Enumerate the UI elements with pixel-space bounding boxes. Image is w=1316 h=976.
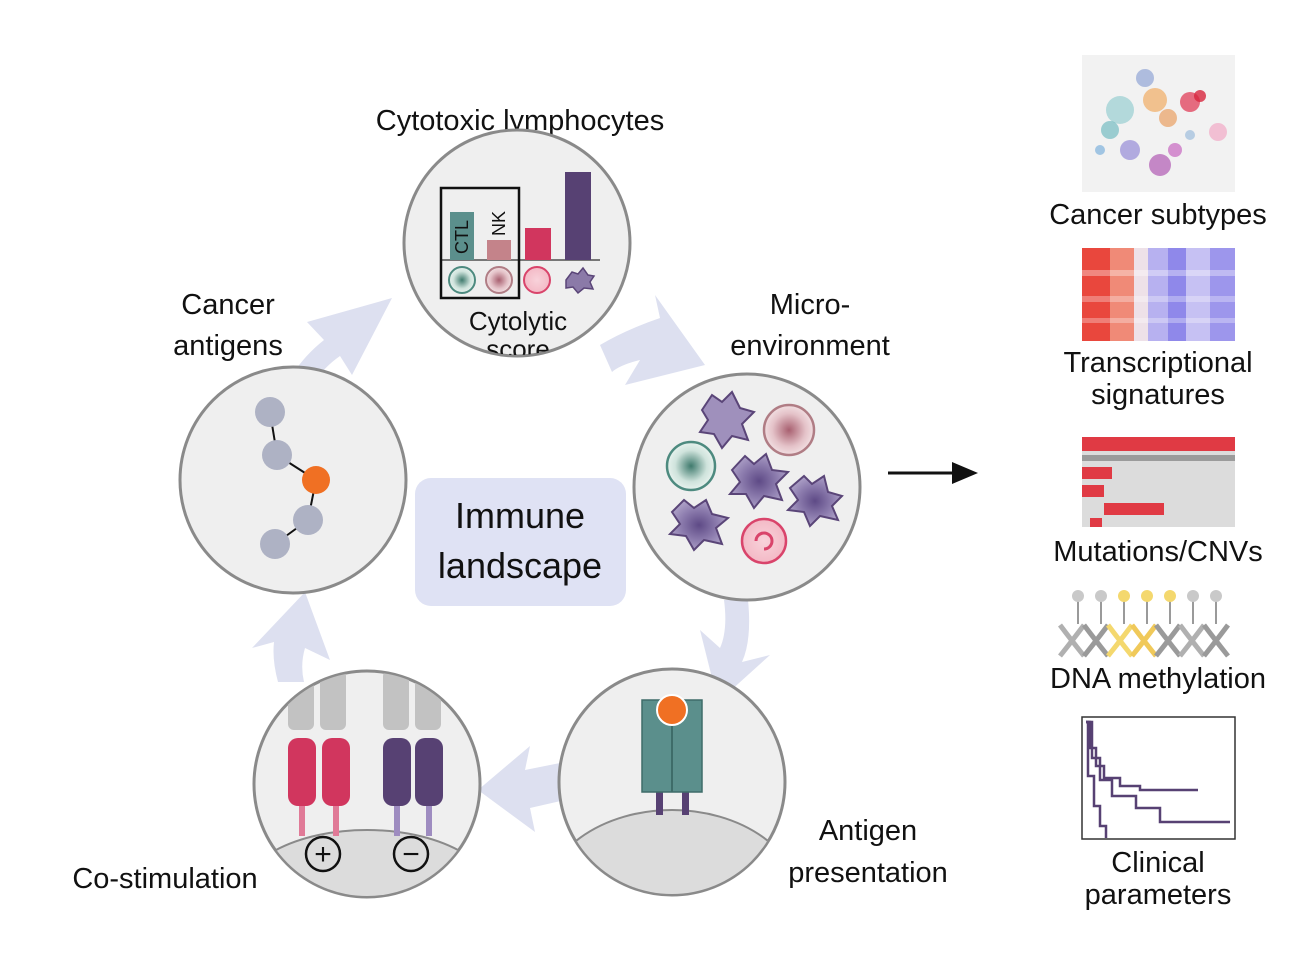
antigen-presentation-line2: presentation: [788, 857, 948, 889]
tsne-points: [1095, 69, 1227, 176]
peptide-mutated-residue: [302, 466, 330, 494]
output-clinical-parameters: Clinical parameters: [1081, 716, 1236, 911]
mhc-stalk-left: [656, 790, 663, 815]
label-methylation: DNA methylation: [1050, 663, 1266, 695]
arrow-cytotoxic-to-micro: [600, 295, 705, 385]
micro-label-line1: Micro-: [770, 289, 851, 321]
micro-macrophage-4: [667, 498, 731, 552]
micro-ctl-cell: [665, 440, 717, 492]
costim-receptor-stim-1: [288, 738, 316, 806]
peptide-residue-2: [262, 440, 292, 470]
output-cancer-subtypes: Cancer subtypes: [1049, 55, 1267, 231]
ctl-nk-highlight-box: [439, 186, 521, 300]
costim-receptor-inhib-2: [415, 738, 443, 806]
node-cytotoxic-lymphocytes: Cytotoxic lymphocytes CTL NK Cytolytic s…: [376, 105, 664, 364]
node-micro-environment: Micro- environment: [632, 289, 890, 602]
antigen-peptide: [656, 694, 688, 726]
output-mutations-cnvs: Mutations/CNVs: [1053, 437, 1263, 568]
peptide-residue-3: [293, 505, 323, 535]
heatmap: [1082, 248, 1235, 341]
cytolytic-score-line2: score: [486, 334, 550, 364]
label-transcriptional-line1: Transcriptional: [1063, 347, 1252, 379]
cycle-arrows: [252, 295, 770, 832]
center-label-line1: Immune: [455, 495, 585, 536]
node-co-stimulation: + − Co-stimulation: [72, 669, 482, 899]
arrow-costim-to-antigens: [252, 592, 330, 682]
peptide-residue-4: [260, 529, 290, 559]
cancer-antigens-line1: Cancer: [181, 289, 275, 321]
bar-ctl: [450, 212, 474, 260]
km-curves: [1086, 720, 1230, 838]
cytolytic-score-line1: Cytolytic: [469, 306, 567, 336]
micro-macrophage-2: [727, 452, 791, 510]
node-cancer-antigens: Cancer antigens: [173, 289, 408, 595]
costim-cell-surface: [255, 829, 479, 896]
micro-macrophage-1: [698, 390, 756, 450]
costim-receptor-inhib-1: [383, 738, 411, 806]
label-clinical-line1: Clinical: [1111, 847, 1204, 879]
cell-nk-icon: [485, 266, 513, 294]
cell-macrophage-icon: [565, 266, 596, 295]
output-transcriptional-signatures: Transcriptional signatures: [1063, 248, 1253, 411]
micro-nk-cell: [762, 403, 816, 457]
costim-label: Co-stimulation: [72, 863, 257, 895]
micro-macrophage-3: [785, 474, 844, 528]
bar-nk: [487, 240, 511, 260]
bar-nk-label: NK: [489, 211, 509, 236]
label-clinical-line2: parameters: [1085, 879, 1232, 911]
costim-minus-icon: [392, 835, 430, 873]
bar-ctl-label: CTL: [452, 220, 472, 254]
cell-crimson-icon: [523, 266, 551, 294]
costim-minus-symbol: −: [402, 838, 420, 871]
methylation-pins: [1072, 590, 1222, 624]
cell-ctl-icon: [448, 266, 476, 294]
dna-helix: [1058, 623, 1230, 658]
oncoprint: [1082, 437, 1235, 527]
arrow-to-outputs: [888, 462, 978, 484]
center-label-line2: landscape: [438, 545, 602, 586]
micro-crimson-cell: [740, 517, 788, 565]
label-mutations: Mutations/CNVs: [1053, 536, 1263, 568]
costim-plus-symbol: +: [314, 838, 332, 871]
arrow-antigen-to-costim: [478, 746, 565, 832]
bar-crimson: [525, 228, 551, 260]
cell-surface: [560, 809, 784, 894]
arrow-antigens-to-cytotoxic: [292, 298, 392, 388]
costim-receptor-stim-2: [322, 738, 350, 806]
bar-purple: [565, 172, 591, 260]
node-antigen-presentation: Antigen presentation: [557, 667, 948, 897]
antigen-presentation-line1: Antigen: [819, 815, 917, 847]
cancer-antigens-line2: antigens: [173, 330, 283, 362]
mhc-stalk-right: [682, 790, 689, 815]
label-transcriptional-line2: signatures: [1091, 379, 1225, 411]
costim-plus-icon: [304, 835, 342, 873]
label-cancer-subtypes: Cancer subtypes: [1049, 199, 1267, 231]
peptide-residue-1: [255, 397, 285, 427]
micro-label-line2: environment: [730, 330, 890, 362]
center-box: Immune landscape: [415, 478, 626, 606]
arrow-micro-to-antigen: [700, 600, 770, 702]
output-dna-methylation: DNA methylation: [1050, 590, 1266, 695]
